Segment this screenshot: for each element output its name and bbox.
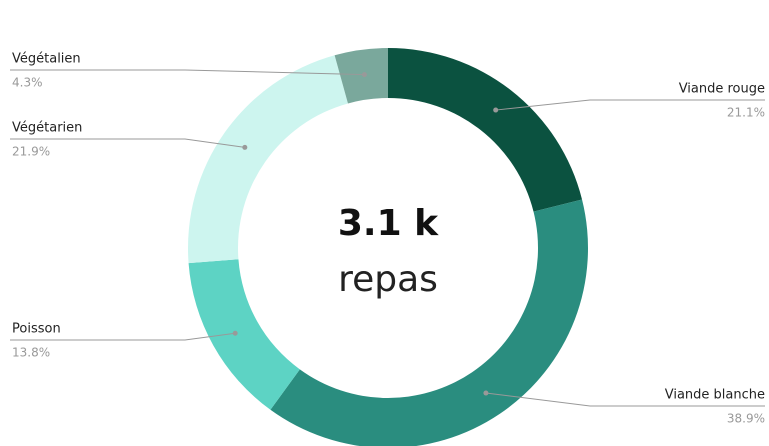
donut-segment <box>188 259 300 410</box>
data-label: 21.1% <box>727 106 765 120</box>
legend-label: Viande blanche <box>665 388 765 403</box>
leader-line <box>495 99 765 111</box>
leader-line <box>10 138 245 148</box>
data-label: 21.9% <box>12 145 50 159</box>
leader-dot <box>483 390 489 396</box>
donut-segment <box>388 48 583 212</box>
data-label: 4.3% <box>12 76 43 90</box>
leader-line <box>10 69 365 76</box>
leader-line <box>10 332 236 341</box>
legend-label: Végétarien <box>12 121 82 136</box>
legend-label: Poisson <box>12 322 61 337</box>
leader-dot <box>242 144 248 150</box>
legend-label: Végétalien <box>12 52 81 67</box>
donut-segment <box>270 199 588 446</box>
leader-dot <box>493 107 499 113</box>
leader-dot <box>361 72 367 78</box>
leader-dot <box>232 330 238 336</box>
data-label: 13.8% <box>12 346 50 360</box>
legend-label: Viande rouge <box>679 82 765 97</box>
data-label: 38.9% <box>727 412 765 426</box>
donut-segment <box>334 48 388 104</box>
center-label: repas <box>338 259 438 300</box>
leader-line <box>485 392 765 407</box>
center-value: 3.1 k <box>338 203 439 244</box>
donut-segment <box>188 55 348 264</box>
